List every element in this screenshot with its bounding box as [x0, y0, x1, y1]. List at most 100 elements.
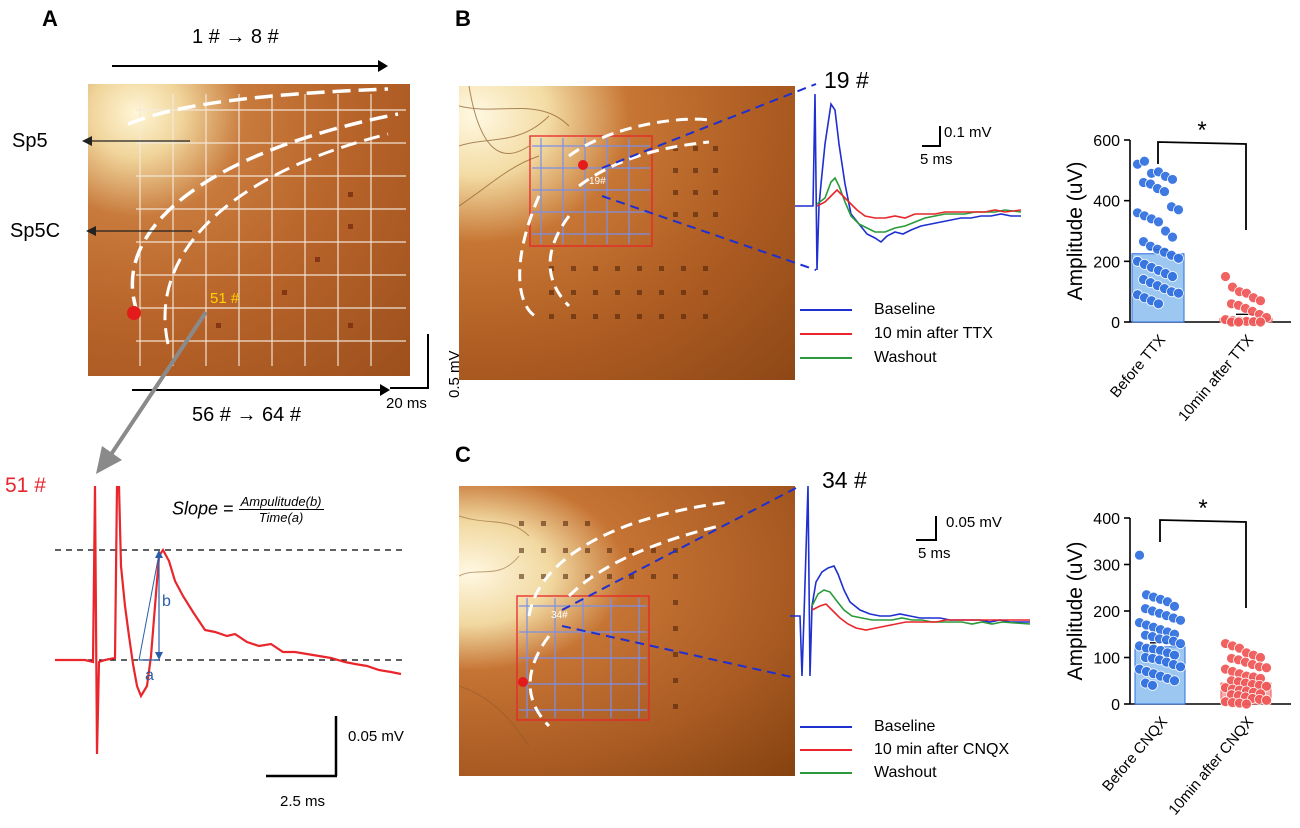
chart-c-point: [1169, 649, 1180, 661]
trace-scale-t: 2.5 ms: [280, 793, 326, 810]
chart-b-point: [1255, 316, 1266, 328]
panel-c-trace-drug: [811, 603, 1030, 631]
chart-b-significance-bracket: [1157, 141, 1247, 230]
panel-a-letter: A: [42, 6, 58, 31]
panel-b-legend-washout: Washout: [800, 349, 937, 367]
trace-title: 51 #: [5, 474, 46, 497]
top-arrow-label: 1 # → 8 #: [192, 26, 279, 48]
chart-b-ylabel: Amplitude (uV): [1064, 162, 1087, 301]
chart-c-point: [1169, 675, 1180, 687]
panel-b-amplitude-chart: 0 200 400 600 Amplitude (uV) Before TTX 10min …: [1064, 117, 1291, 425]
panel-b-legend-baseline: Baseline: [800, 301, 935, 319]
chart-b-point: [1173, 204, 1184, 216]
chart-c-ytick-label: 300: [1093, 558, 1120, 575]
panel-a-electrode-label: 51 #: [210, 290, 240, 307]
panel-b-traces: [795, 93, 1022, 271]
panel-b-electrode-label: 19 #: [824, 67, 869, 93]
panel-c-electrode-label: 34 #: [822, 467, 867, 493]
panel-b-trace-drug: [816, 188, 1022, 219]
top-arrow: [112, 60, 388, 72]
panel-b-grid: [459, 86, 718, 319]
panel-b-letter: B: [455, 6, 471, 31]
chart-c-point: [1261, 662, 1272, 674]
trace-scale-bar: [266, 716, 338, 778]
trace-51-line: [55, 486, 402, 755]
panel-c-scale-v: 0.05 mV: [946, 514, 1002, 531]
chart-b-point: [1160, 225, 1171, 237]
panel-b-photo-label: 19#: [589, 176, 606, 187]
panel-c-legend-baseline: Baseline: [800, 718, 935, 736]
chart-c-point: [1147, 679, 1158, 691]
marker-b-label: b: [162, 593, 171, 610]
chart-b-xtick-label: Before TTX: [1107, 332, 1169, 401]
panel-b-scale-v: 0.1 mV: [944, 124, 992, 141]
chart-b-point: [1173, 252, 1184, 264]
chart-b-significance-star: *: [1197, 117, 1206, 144]
chart-b-ytick-label: 400: [1093, 194, 1120, 211]
chart-c-point: [1134, 549, 1145, 561]
chart-c-point: [1169, 600, 1180, 612]
panel-c-scale-t: 5 ms: [918, 545, 951, 562]
chart-b-point: [1220, 271, 1231, 282]
chart-b-xtick-label: 10min after TTX: [1175, 332, 1257, 425]
chart-c-point: [1255, 652, 1266, 663]
panel-c-legend-washout: Washout: [800, 764, 937, 782]
chart-c-point: [1175, 638, 1186, 649]
panel-b-scale-t: 5 ms: [920, 151, 953, 168]
slope-numerator: Ampulitude(b): [238, 494, 324, 510]
chart-b-point: [1153, 298, 1164, 310]
chart-c-point: [1175, 661, 1186, 673]
chart-c-ytick-label: 400: [1093, 511, 1120, 528]
zoom-arrow: [96, 310, 208, 474]
panel-c-traces: [790, 486, 1031, 677]
panel-b-zoom-lines: [601, 83, 817, 271]
bottom-arrow-label: 56 # → 64 #: [192, 404, 301, 426]
sp5-label: Sp5: [12, 130, 48, 152]
panel-a-electrode-grid: [127, 87, 406, 366]
chart-b-point: [1167, 231, 1178, 243]
chart-c-significance-bracket: [1159, 519, 1247, 608]
chart-c-point: [1241, 698, 1252, 710]
chart-b-ytick-label: 0: [1111, 315, 1120, 332]
sp5c-arrow: [86, 226, 192, 236]
trace-scale-v: 0.05 mV: [348, 728, 404, 745]
chart-b-ytick-label: 200: [1093, 254, 1120, 271]
sp5-arrow: [82, 136, 190, 146]
chart-c-point: [1261, 694, 1272, 706]
chart-b-point: [1159, 186, 1170, 197]
panel-c-zoom-lines: [561, 487, 797, 679]
chart-b-point: [1173, 287, 1184, 299]
panel-a-slice-photo: 51 #: [88, 84, 410, 376]
bottom-arrow: [132, 384, 390, 396]
slope-lhs: Slope: [172, 498, 219, 519]
panel-c-photo-label: 34#: [551, 610, 568, 621]
chart-b-point: [1139, 155, 1150, 167]
chart-b-ytick-label: 600: [1093, 133, 1120, 150]
panel-a-scale-bar: [390, 334, 429, 389]
panel-c-letter: C: [455, 442, 471, 467]
chart-c-xtick-label: 10min after CNQX: [1165, 714, 1257, 819]
chart-c-xtick-label: Before CNQX: [1099, 714, 1171, 795]
slope-formula: Slope = Ampulitude(b) Time(a): [172, 494, 324, 525]
chart-b-point: [1153, 216, 1164, 228]
panel-a-scale-t: 20 ms: [386, 395, 427, 412]
panel-c-legend-drug: 10 min after CNQX: [800, 741, 1009, 759]
chart-b-point: [1255, 295, 1266, 307]
chart-c-ytick-label: 0: [1111, 697, 1120, 714]
chart-c-ylabel: Amplitude (uV): [1064, 542, 1087, 681]
chart-b-point: [1233, 316, 1244, 328]
panel-c-scale-bar: [916, 516, 937, 541]
chart-c-ytick-label: 100: [1093, 651, 1120, 668]
chart-c-point: [1261, 680, 1272, 692]
panel-c-amplitude-chart: 0 100 200 300 400 Amplitude (uV) Before CNQX10…: [1064, 495, 1291, 819]
chart-c-significance-star: *: [1198, 495, 1207, 522]
slope-denominator: Time(a): [258, 510, 304, 525]
panel-b-trace-washout: [816, 176, 1022, 233]
sp5c-label: Sp5C: [10, 220, 61, 242]
panel-c-trace-washout: [811, 589, 1031, 625]
chart-b-point: [1167, 174, 1178, 185]
chart-c-point: [1175, 614, 1186, 626]
panel-c-grid: [459, 500, 730, 747]
trace-51-plot: [55, 486, 405, 755]
chart-c-ytick-label: 200: [1093, 604, 1120, 621]
